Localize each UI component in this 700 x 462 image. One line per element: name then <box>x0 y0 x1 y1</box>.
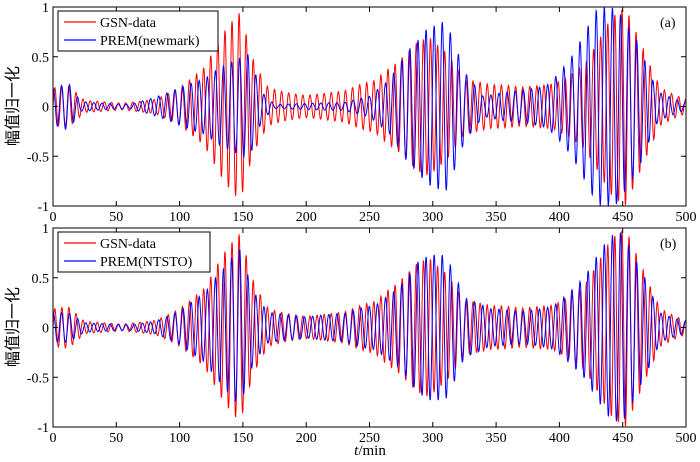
x-tick-label-a: 500 <box>676 210 697 225</box>
y-tick-label-a: -1 <box>37 200 49 215</box>
ticks-b: 0 50 100 150 200 250 300 350 400 450 500 -1 -0.5 0 0.5… <box>27 222 697 446</box>
x-tick-label-a: 0 <box>50 210 57 225</box>
ylabel-b: 幅值归一化 <box>4 287 22 367</box>
x-tick-label-a: 250 <box>359 210 380 225</box>
y-tick-label-b: 1 <box>42 222 49 237</box>
x-tick-label-b: 350 <box>486 431 507 446</box>
x-tick-label-a: 200 <box>296 210 317 225</box>
y-tick-label-a: -0.5 <box>27 150 49 165</box>
x-tick-label-a: 450 <box>612 210 633 225</box>
x-tick-label-a: 400 <box>549 210 570 225</box>
y-tick-label-b: 0.5 <box>32 272 50 287</box>
series-layer-a <box>52 7 687 206</box>
series-line-a-0 <box>52 9 687 206</box>
series-line-b-0 <box>52 230 687 427</box>
x-tick-label-b: 400 <box>549 431 570 446</box>
ylabel-a: 幅值归一化 <box>4 66 22 146</box>
x-tick-label-b: 250 <box>359 431 380 446</box>
legend-a: GSN-data PREM(newmark) <box>57 10 219 52</box>
x-axis-label-var: t <box>354 443 359 459</box>
x-axis-label: t/min <box>354 443 386 459</box>
x-tick-label-b: 200 <box>296 431 317 446</box>
y-tick-label-b: -1 <box>37 421 49 436</box>
x-tick-label-a: 50 <box>109 210 123 225</box>
x-tick-label-a: 350 <box>486 210 507 225</box>
y-tick-label-a: 0.5 <box>32 51 50 66</box>
x-tick-label-b: 450 <box>612 431 633 446</box>
x-tick-label-b: 100 <box>169 431 190 446</box>
panel-a: 0 50 100 150 200 250 300 350 400 450 500 -1 -0.5 0 0.5… <box>4 1 697 225</box>
x-tick-label-b: 150 <box>232 431 253 446</box>
x-tick-label-a: 300 <box>422 210 443 225</box>
x-tick-label-b: 300 <box>422 431 443 446</box>
legend-label-b-data: GSN-data <box>100 237 157 252</box>
legend-label-a-model: PREM(newmark) <box>100 34 200 49</box>
panel-label-b: (b) <box>660 237 677 252</box>
legend-label-b-model: PREM(NTSTO) <box>100 255 193 270</box>
legend-box-a <box>57 10 219 52</box>
y-tick-label-a: 1 <box>42 1 49 16</box>
series-layer-b <box>52 230 687 427</box>
y-tick-label-a: 0 <box>42 101 49 116</box>
series-line-a-1 <box>52 7 687 206</box>
series-line-b-1 <box>52 232 687 422</box>
legend-b: GSN-data PREM(NTSTO) <box>57 231 211 273</box>
panel-label-a: (a) <box>660 16 676 31</box>
y-tick-label-b: 0 <box>42 322 49 337</box>
x-axis-label-unit: /min <box>358 443 386 459</box>
panel-b: 0 50 100 150 200 250 300 350 400 450 500 -1 -0.5 0 0.5… <box>4 222 697 446</box>
legend-box-b <box>57 231 211 273</box>
x-tick-label-a: 100 <box>169 210 190 225</box>
x-tick-label-b: 0 <box>50 431 57 446</box>
legend-label-a-data: GSN-data <box>100 16 157 31</box>
y-tick-label-b: -0.5 <box>27 371 49 386</box>
ticks-a: 0 50 100 150 200 250 300 350 400 450 500 -1 -0.5 0 0.5… <box>27 1 697 225</box>
x-tick-label-a: 150 <box>232 210 253 225</box>
x-tick-label-b: 50 <box>109 431 123 446</box>
x-tick-label-b: 500 <box>676 431 697 446</box>
